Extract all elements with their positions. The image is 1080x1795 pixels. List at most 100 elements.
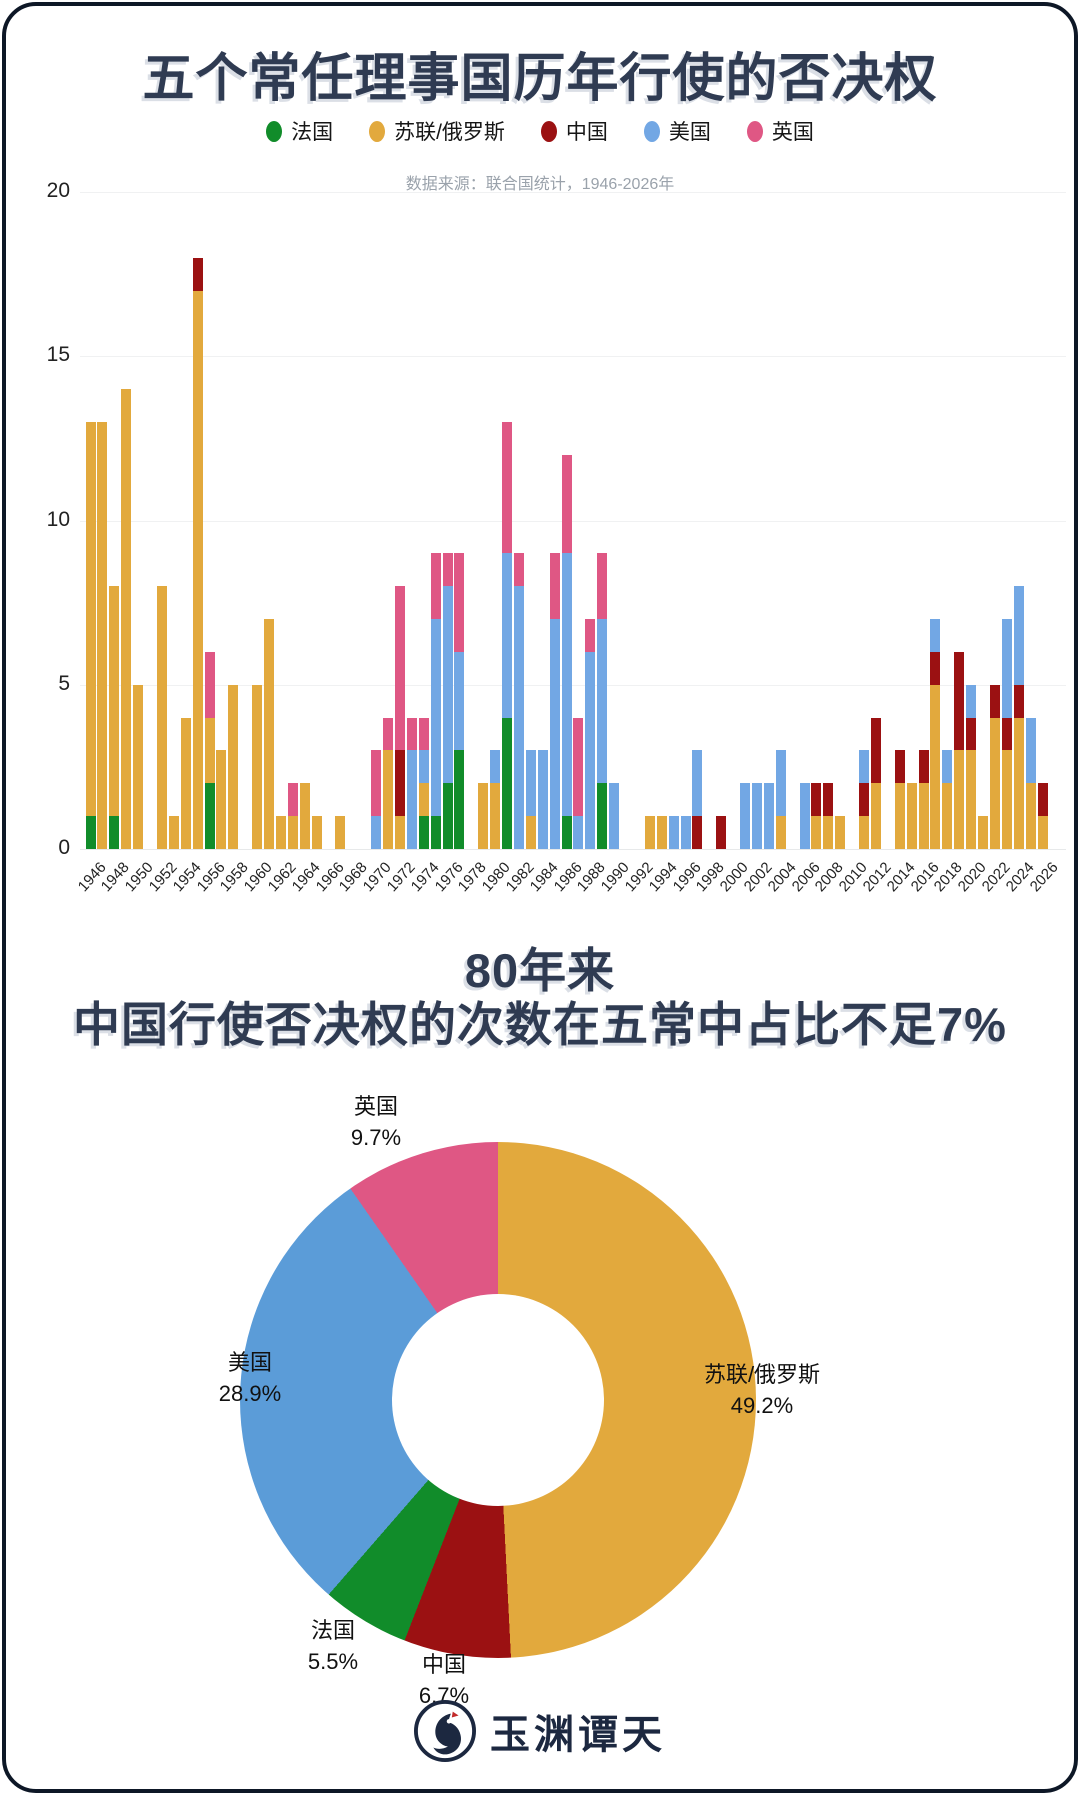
bar-segment-1999-china (716, 816, 727, 849)
bar-segment-2006-us (799, 783, 810, 849)
bar-segment-1994-ussr-russia (656, 816, 667, 849)
bar-segment-1946-ussr-russia (85, 421, 96, 817)
bar-segment-1982-us (513, 586, 524, 849)
legend-label-us: 美国 (668, 121, 711, 144)
bar-segment-1974-france (418, 816, 429, 849)
bar-segment-1972-uk (394, 586, 405, 751)
bar-segment-2024-ussr-russia (1013, 717, 1024, 849)
bar-segment-2008-ussr-russia (823, 816, 834, 849)
legend-dot-us (643, 120, 660, 142)
yuyuan-tantian-logo-icon (414, 1700, 476, 1762)
bar-segment-1989-france (597, 783, 608, 849)
bar-segment-1955-china (192, 257, 203, 291)
pie-label-china-name: 中国 (421, 1652, 466, 1677)
legend-label-france: 法国 (291, 121, 334, 144)
pie-label-ussr-name: 苏联/俄罗斯 (703, 1362, 821, 1387)
legend-dot-ussr-russia (369, 120, 386, 142)
legend-dot-uk (746, 120, 763, 142)
bar-segment-2018-ussr-russia (942, 783, 953, 849)
bar-segment-1971-ussr-russia (383, 750, 393, 849)
bar-segment-2016-ussr-russia (918, 783, 929, 849)
y-axis-tick-5: 5 (58, 671, 70, 695)
pie-label-china: 中国 6.7% (374, 1650, 514, 1712)
legend-label-china: 中国 (565, 121, 608, 144)
bar-segment-1975-uk (430, 553, 441, 620)
bar-segment-1975-france (430, 816, 441, 849)
bar-segment-2004-ussr-russia (775, 816, 786, 849)
legend-label-uk: 英国 (771, 121, 814, 144)
legend-item-ussr-russia: 苏联/俄罗斯 (369, 116, 505, 146)
legend: 法国 苏联/俄罗斯 中国 美国 英国 (0, 116, 1080, 146)
bar-segment-1953-ussr-russia (168, 816, 179, 849)
bar-segment-2022-china (989, 684, 1000, 718)
bar-segment-1985-uk (549, 553, 560, 620)
bar-segment-1981-france (502, 717, 512, 849)
bar-segment-2023-china (1001, 717, 1012, 751)
donut-title-line2: 中国行使否决权的次数在五常中占比不足7% (73, 997, 1007, 1051)
bar-segment-1982-uk (513, 553, 524, 587)
donut-chart-title: 80年来 中国行使否决权的次数在五常中占比不足7% (0, 944, 1080, 1051)
bar-segment-2024-us (1013, 586, 1024, 685)
bar-chart-title: 五个常任理事国历年行使的否决权 (142, 50, 938, 108)
legend-dot-china (540, 120, 557, 142)
bar-segment-2019-ussr-russia (954, 750, 965, 849)
bar-segment-1981-uk (502, 421, 512, 554)
bar-segment-1986-uk (561, 454, 572, 554)
y-axis-tick-20: 20 (46, 179, 70, 202)
gridline-y-0 (80, 849, 1066, 850)
bar-segment-1957-ussr-russia (216, 750, 227, 849)
bar-segment-1981-us (502, 553, 512, 718)
bar-segment-1947-ussr-russia (97, 421, 108, 849)
gridline-y-20 (80, 192, 1066, 193)
gridline-y-15 (80, 356, 1066, 358)
bar-segment-2025-us (1025, 717, 1036, 784)
bar-segment-1974-ussr-russia (418, 783, 429, 817)
bar-segment-2025-ussr-russia (1025, 783, 1036, 849)
bar-segment-2020-ussr-russia (966, 750, 977, 849)
bar-segment-2019-china (954, 651, 965, 751)
bar-segment-2022-ussr-russia (989, 717, 1000, 849)
bar-segment-2001-us (740, 783, 750, 849)
bar-segment-1976-france (442, 783, 453, 849)
bar-segment-2020-us (966, 684, 977, 718)
bar-segment-1993-ussr-russia (644, 816, 655, 849)
bar-segment-1970-us (371, 816, 382, 849)
bar-segment-1997-china (692, 816, 703, 849)
bar-segment-1973-us (406, 750, 417, 849)
bar-segment-1996-us (680, 816, 691, 849)
bar-segment-1989-uk (597, 553, 608, 620)
bar-segment-2012-china (870, 717, 881, 784)
pie-label-france-value: 5.5% (307, 1648, 359, 1674)
donut-title-line1: 80年来 (464, 944, 616, 997)
bar-segment-1986-france (561, 816, 572, 849)
pie-label-us: 美国 28.9% (178, 1348, 322, 1410)
bar-segment-2023-ussr-russia (1001, 750, 1012, 849)
pie-label-ussr-value: 49.2% (730, 1392, 794, 1418)
bar-segment-1956-france (204, 783, 215, 849)
bar-segment-1960-ussr-russia (252, 684, 263, 849)
bar-segment-1970-uk (371, 750, 382, 817)
bar-segment-1974-us (418, 750, 429, 784)
bar-segment-1987-uk (573, 717, 584, 817)
bar-segment-1977-france (454, 750, 465, 849)
bar-segment-2017-china (930, 651, 941, 685)
bar-segment-2007-ussr-russia (811, 816, 822, 849)
legend-label-ussr-russia: 苏联/俄罗斯 (394, 121, 505, 144)
bar-segment-1950-ussr-russia (133, 684, 144, 849)
bar-segment-1964-ussr-russia (299, 783, 310, 849)
bar-segment-1984-us (537, 750, 548, 849)
bar-segment-1987-us (573, 816, 584, 849)
bar-segment-1949-ussr-russia (121, 389, 132, 849)
bar-segment-1962-ussr-russia (275, 816, 286, 849)
bar-segment-1955-ussr-russia (192, 290, 203, 849)
bar-segment-2017-us (930, 619, 941, 652)
pie-label-us-value: 28.9% (218, 1380, 282, 1406)
pie-label-ussr-russia: 苏联/俄罗斯 49.2% (672, 1360, 852, 1422)
bar-segment-2014-ussr-russia (894, 783, 905, 849)
bar-segment-1979-ussr-russia (478, 783, 489, 849)
bar-segment-1971-uk (383, 717, 393, 751)
bar-segment-2017-ussr-russia (930, 684, 941, 849)
bar-segment-1948-ussr-russia (109, 586, 120, 817)
pie-label-france-name: 法国 (310, 1618, 355, 1643)
bar-segment-2024-china (1013, 684, 1024, 718)
